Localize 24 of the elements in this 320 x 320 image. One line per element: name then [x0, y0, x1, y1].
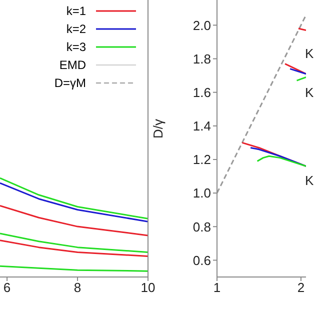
y-tick-label: 1.4	[192, 118, 211, 134]
y-tick-label: 1.0	[192, 186, 211, 201]
x-tick-label: 1	[213, 280, 221, 296]
line-series	[250, 146, 306, 167]
legend-label: D=γM	[54, 76, 86, 90]
annotation: K	[305, 46, 314, 61]
legend-label: k=2	[66, 22, 86, 36]
x-tick-label: 6	[3, 280, 11, 296]
legend-label: k=3	[66, 40, 86, 54]
y-axis-title: D/γ	[150, 118, 166, 138]
y-tick-label: 0.6	[192, 252, 211, 268]
x-tick-label: 2	[297, 280, 305, 296]
y-tick-label: 0.8	[192, 219, 211, 234]
y-tick-label: 2.0	[192, 18, 211, 33]
annotation: K	[305, 173, 314, 188]
y-tick-label: 1.2	[192, 152, 211, 168]
legend-label: EMD	[59, 58, 86, 72]
y-tick-label: 1.6	[192, 84, 211, 100]
line-series	[256, 155, 306, 167]
x-tick-label: 8	[74, 280, 82, 296]
y-tick-label: 1.8	[192, 51, 211, 66]
x-tick-label: 10	[140, 280, 156, 296]
legend-label: k=1	[66, 4, 86, 18]
annotation: K	[305, 85, 314, 100]
